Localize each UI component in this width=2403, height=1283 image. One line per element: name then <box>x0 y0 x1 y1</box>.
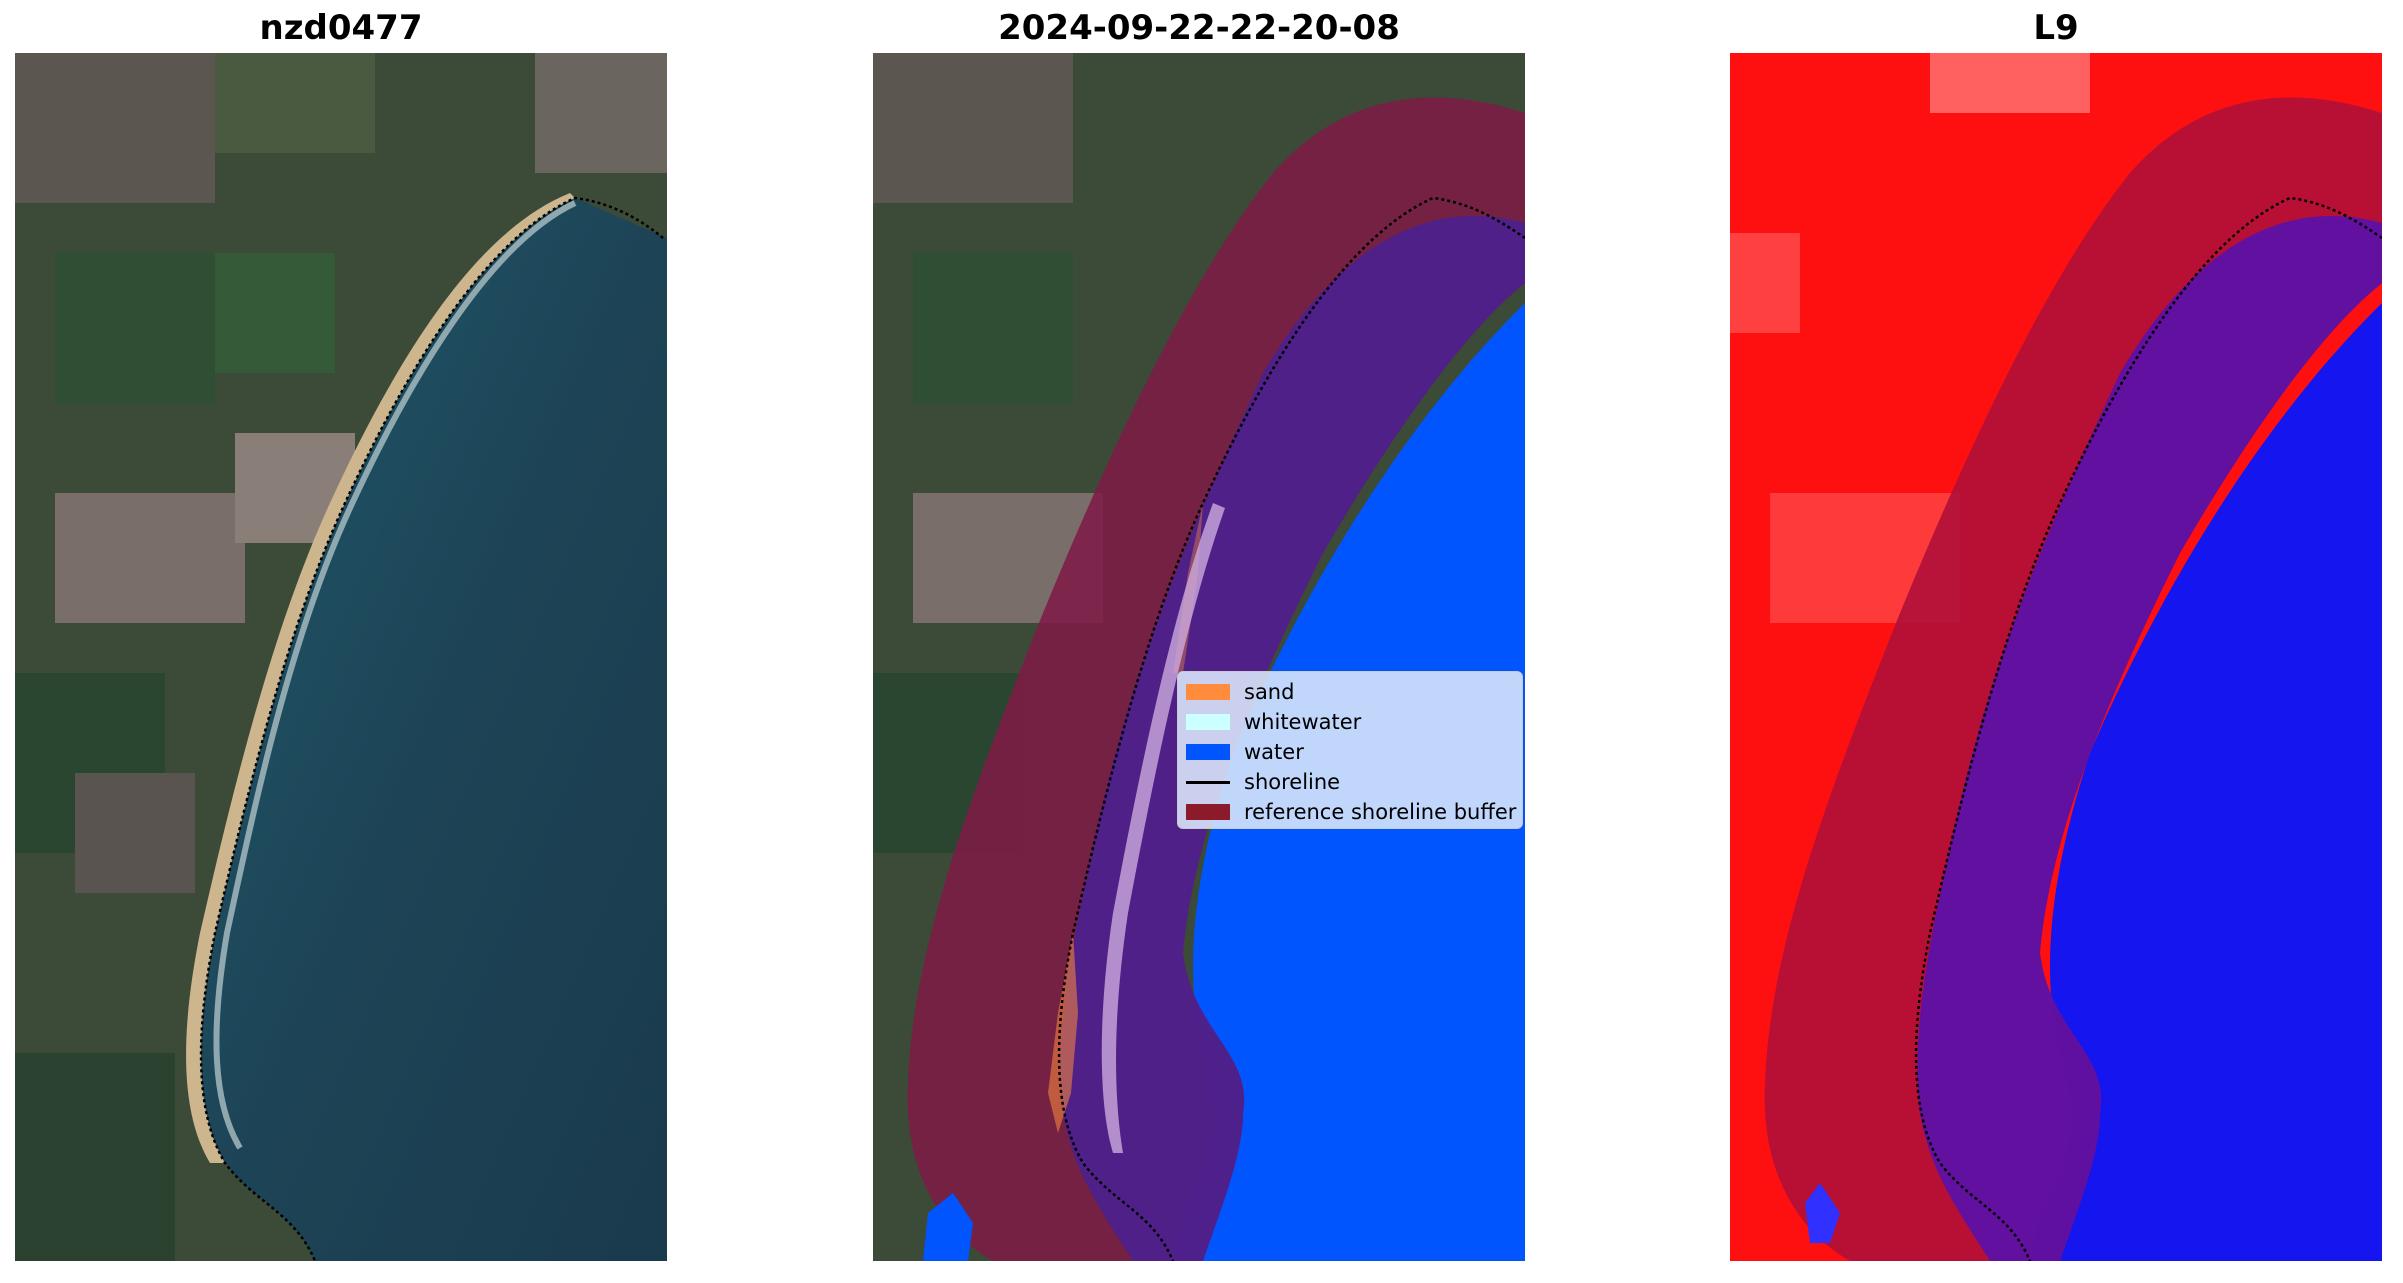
panel-title-index: L9 <box>2033 8 2079 48</box>
panel-title-classification: 2024-09-22-22-20-08 <box>998 8 1400 48</box>
rgb-satellite-image <box>15 53 667 1261</box>
index-panel <box>1730 53 2382 1261</box>
sand-class-region <box>1048 933 1078 1133</box>
shoreline-line <box>1057 196 1525 1261</box>
legend-label: sand <box>1244 680 1295 704</box>
legend-label: shoreline <box>1244 770 1341 794</box>
legend-label: water <box>1244 740 1304 764</box>
water-swatch-icon <box>1186 744 1230 760</box>
buffer-swatch-icon <box>1186 804 1230 820</box>
legend-item-buffer: reference shoreline buffer <box>1186 797 1517 827</box>
legend-item-whitewater: whitewater <box>1186 707 1514 737</box>
legend-item-water: water <box>1186 737 1514 767</box>
shoreline-line-icon <box>1186 780 1230 784</box>
shoreline-line <box>199 196 664 1261</box>
legend-label: reference shoreline buffer <box>1244 800 1517 824</box>
rgb-image-panel <box>15 53 667 1261</box>
classification-panel <box>873 53 1525 1261</box>
panel-title-rgb: nzd0477 <box>259 8 423 48</box>
legend: sand whitewater water shoreline referenc… <box>1177 671 1523 829</box>
classification-image <box>873 53 1525 1261</box>
legend-item-shoreline: shoreline <box>1186 767 1514 797</box>
whitewater-class-region <box>1101 503 1225 1153</box>
sand-swatch-icon <box>1186 684 1230 700</box>
legend-label: whitewater <box>1244 710 1362 734</box>
index-image <box>1730 53 2382 1261</box>
whitewater-swatch-icon <box>1186 714 1230 730</box>
legend-item-sand: sand <box>1186 677 1514 707</box>
shoreline-line <box>1914 196 2382 1261</box>
